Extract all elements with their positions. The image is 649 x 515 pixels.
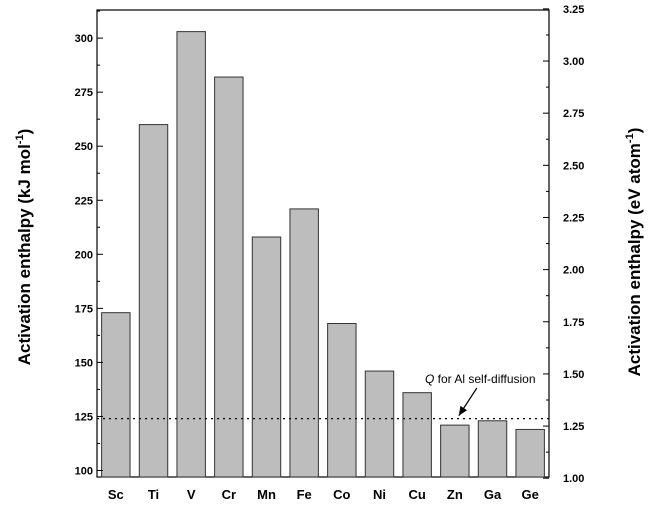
- left-tick-label: 225: [75, 195, 93, 207]
- bar-cr: [214, 76, 244, 478]
- left-tick-label: 100: [75, 466, 93, 478]
- bar-fe: [289, 208, 319, 478]
- left-tick-label: 150: [75, 357, 93, 369]
- bars: [101, 31, 545, 478]
- category-label: Ti: [148, 487, 159, 502]
- left-axis-title: Activation enthalpy (kJ mol-1): [14, 129, 34, 366]
- right-tick-label: 2.00: [563, 265, 584, 277]
- right-tick-label: 1.50: [563, 369, 584, 381]
- category-label: Mn: [257, 487, 276, 502]
- right-tick-label: 2.25: [563, 212, 584, 224]
- right-axis-title: Activation enthalpy (eV atom-1): [624, 128, 644, 377]
- bar-zn: [440, 424, 470, 478]
- bar-mn: [251, 236, 282, 478]
- right-y-axis: 1.00 1.25 1.50 1.75 2.00 2.25 2.50 2.75 3.00 3.25: [543, 4, 584, 485]
- right-tick-label: 3.00: [563, 56, 584, 68]
- category-label: Co: [333, 487, 350, 502]
- bar-v: [176, 31, 206, 478]
- bar-co: [327, 322, 357, 478]
- category-label: V: [187, 487, 196, 502]
- category-label: Ga: [484, 487, 502, 502]
- bar-ti: [138, 124, 169, 478]
- category-label: Zn: [447, 487, 463, 502]
- bar-cu: [402, 392, 432, 478]
- right-tick-label: 1.75: [563, 317, 584, 329]
- category-label: Ni: [373, 487, 386, 502]
- bar-ga: [477, 420, 508, 478]
- reference-line-group: [97, 387, 549, 420]
- left-y-axis: 100 125 150 175 200 225 250 275 300: [75, 10, 103, 478]
- left-tick-label: 200: [75, 249, 93, 261]
- category-label: Cu: [408, 487, 425, 502]
- left-tick-label: 300: [75, 33, 93, 45]
- right-tick-label: 2.50: [563, 160, 584, 172]
- right-tick-label: 2.75: [563, 108, 584, 120]
- category-label: Sc: [108, 487, 124, 502]
- left-tick-label: 175: [75, 303, 93, 315]
- bar-ge: [515, 428, 545, 478]
- annotation-q-al-self-diffusion: Q for Al self-diffusion: [425, 372, 536, 386]
- x-axis-categories: Sc Ti V Cr Mn Fe Co Ni Cu Zn Ga Ge: [108, 487, 539, 502]
- annotation-arrowhead: [458, 405, 468, 416]
- right-tick-label: 1.25: [563, 421, 584, 433]
- category-label: Ge: [521, 487, 538, 502]
- right-tick-label: 1.00: [563, 473, 584, 485]
- right-tick-label: 3.25: [563, 4, 584, 16]
- left-tick-label: 250: [75, 141, 93, 153]
- bar-sc: [101, 312, 131, 478]
- category-label: Fe: [297, 487, 312, 502]
- bar-ni: [364, 370, 395, 478]
- left-tick-label: 275: [75, 87, 93, 99]
- category-label: Cr: [222, 487, 236, 502]
- left-tick-label: 125: [75, 411, 93, 423]
